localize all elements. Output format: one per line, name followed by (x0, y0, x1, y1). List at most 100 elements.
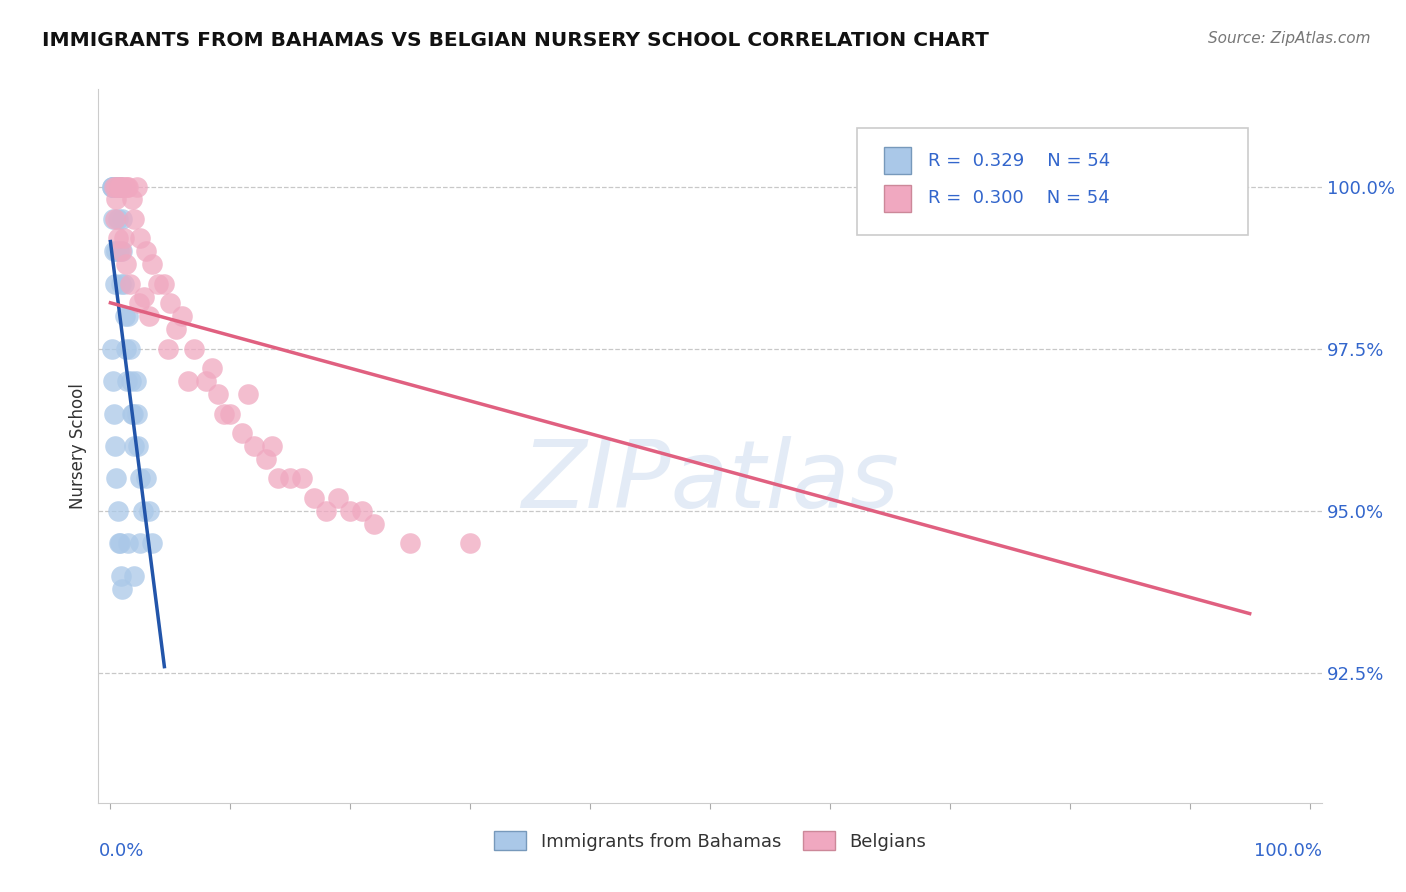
Point (118, 342, 141, 356)
FancyBboxPatch shape (884, 147, 911, 174)
Point (103, 407, 125, 421)
Point (183, 342, 205, 356)
Text: 100.0%: 100.0% (1254, 842, 1322, 860)
Point (132, 504, 155, 518)
Point (363, 516, 385, 531)
Point (110, 568, 132, 582)
Point (105, 471, 128, 485)
Point (118, 277, 141, 291)
Point (117, 179, 139, 194)
Point (108, 244, 131, 259)
Point (114, 179, 136, 194)
Point (141, 536, 163, 550)
Point (103, 244, 125, 259)
Point (104, 439, 127, 453)
Point (125, 407, 148, 421)
Text: ZIPatlas: ZIPatlas (522, 436, 898, 527)
Point (104, 179, 127, 194)
Point (304, 491, 326, 505)
Point (122, 407, 145, 421)
Point (132, 290, 155, 304)
Point (105, 244, 128, 259)
Point (110, 179, 132, 194)
Point (111, 179, 134, 194)
Point (111, 582, 134, 596)
Point (243, 439, 266, 453)
Point (129, 536, 152, 550)
Point (458, 536, 481, 550)
Point (105, 179, 128, 194)
Point (156, 342, 179, 356)
Point (108, 536, 129, 550)
Point (148, 277, 170, 291)
Point (172, 310, 194, 324)
Text: 0.0%: 0.0% (98, 842, 143, 860)
Point (105, 193, 128, 207)
Point (127, 439, 149, 453)
Point (195, 374, 218, 388)
Text: R =  0.329    N = 54: R = 0.329 N = 54 (928, 152, 1109, 169)
Point (138, 504, 160, 518)
Point (339, 504, 361, 518)
Point (108, 179, 131, 194)
Point (1178, 179, 1201, 194)
Point (124, 211, 146, 226)
Point (115, 179, 138, 194)
Point (115, 257, 138, 271)
Point (262, 439, 284, 453)
Point (117, 536, 139, 550)
Point (100, 342, 122, 356)
Point (111, 211, 134, 226)
Point (108, 179, 129, 194)
Point (141, 257, 163, 271)
Point (352, 504, 374, 518)
Point (267, 471, 290, 485)
Point (107, 231, 129, 245)
Point (110, 244, 132, 259)
Point (138, 310, 160, 324)
Point (104, 211, 127, 226)
Point (177, 374, 200, 388)
Point (128, 296, 150, 310)
Point (101, 211, 124, 226)
Point (103, 179, 125, 194)
Point (108, 536, 131, 550)
Point (100, 179, 122, 194)
Point (117, 310, 139, 324)
Point (219, 407, 242, 421)
Point (124, 439, 146, 453)
Point (101, 374, 124, 388)
Point (399, 536, 422, 550)
Point (104, 179, 127, 194)
Point (214, 407, 236, 421)
Point (121, 193, 143, 207)
Point (103, 179, 125, 194)
Point (104, 277, 127, 291)
Point (108, 179, 131, 194)
Point (129, 471, 152, 485)
Point (201, 361, 224, 376)
Point (101, 179, 124, 194)
Point (328, 491, 350, 505)
Text: Source: ZipAtlas.com: Source: ZipAtlas.com (1208, 31, 1371, 46)
Point (115, 374, 138, 388)
Point (120, 374, 142, 388)
Point (108, 179, 129, 194)
Point (110, 277, 132, 291)
Point (153, 277, 176, 291)
Text: R =  0.300    N = 54: R = 0.300 N = 54 (928, 189, 1109, 207)
Point (135, 471, 157, 485)
Point (115, 342, 138, 356)
Point (159, 296, 181, 310)
Point (129, 231, 152, 245)
Point (105, 179, 128, 194)
Point (101, 179, 124, 194)
Point (238, 387, 260, 401)
Point (124, 374, 146, 388)
Y-axis label: Nursery School: Nursery School (69, 383, 87, 509)
Legend: Immigrants from Bahamas, Belgians: Immigrants from Bahamas, Belgians (486, 824, 934, 858)
Point (103, 179, 125, 194)
FancyBboxPatch shape (856, 128, 1249, 235)
Point (231, 425, 253, 440)
Point (254, 452, 277, 467)
